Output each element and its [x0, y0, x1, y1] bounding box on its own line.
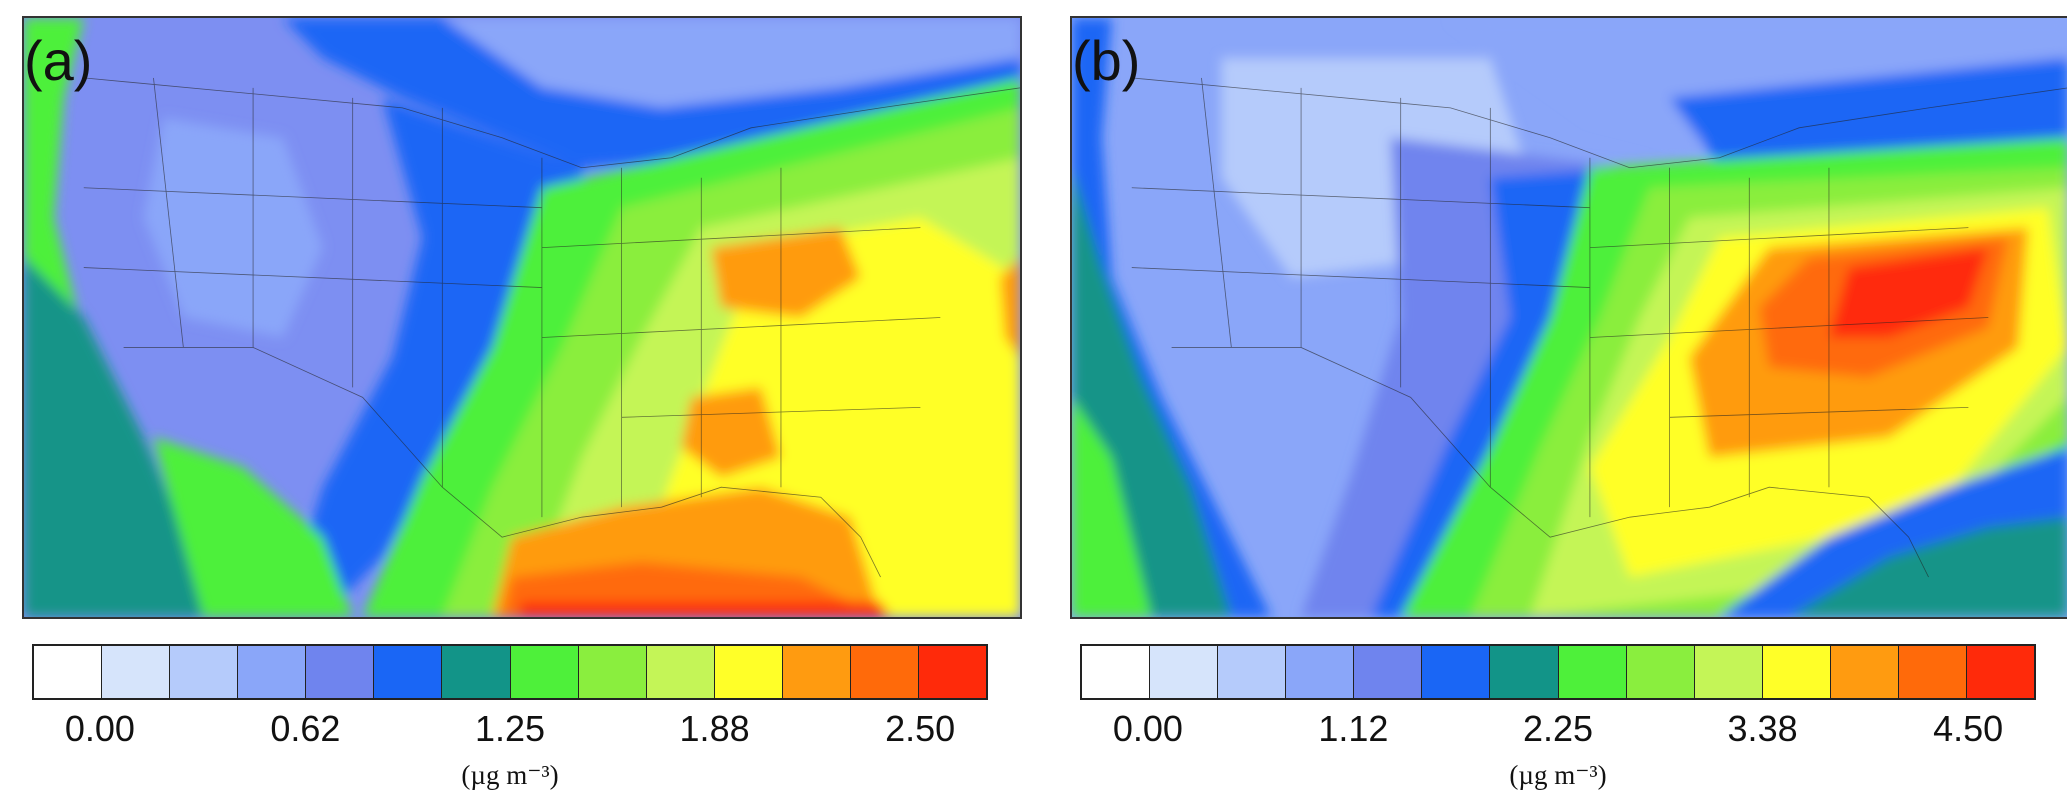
panel-a: (a) 0.00 0.62 1.25 1.88 2.50 (µg m⁻³)	[22, 0, 1022, 810]
colorbar-units: (µg m⁻³)	[1509, 760, 1607, 790]
colorbar-tick-label: 3.38	[1727, 708, 1798, 749]
colorbar-swatch	[646, 646, 715, 698]
colorbar-swatch	[578, 646, 647, 698]
concentration-map-a	[22, 16, 1022, 619]
colorbar-swatch	[1422, 646, 1491, 698]
colorbar-swatch	[34, 646, 103, 698]
colorbar	[32, 644, 988, 700]
colorbar-swatch	[510, 646, 579, 698]
colorbar-swatch	[1082, 646, 1151, 698]
colorbar-swatch	[1218, 646, 1287, 698]
colorbar-ticks: 0.00 0.62 1.25 1.88 2.50	[32, 708, 988, 756]
colorbar-swatch	[442, 646, 511, 698]
colorbar-swatch	[782, 646, 851, 698]
colorbar-units: (µg m⁻³)	[461, 760, 559, 790]
colorbar-tick-label: 2.25	[1522, 708, 1594, 749]
colorbar-swatch	[1150, 646, 1219, 698]
colorbar-tick-label: 1.25	[474, 708, 546, 749]
concentration-map-b	[1070, 16, 2067, 619]
colorbar-swatch	[306, 646, 375, 698]
colorbar-swatch	[1286, 646, 1355, 698]
colorbar-swatch	[1694, 646, 1763, 698]
panel-label: (b)	[1072, 29, 1141, 92]
colorbar-swatch	[102, 646, 171, 698]
colorbar-tick-label: 2.50	[885, 708, 956, 749]
colorbar-swatch	[1898, 646, 1968, 698]
colorbar-swatch	[1967, 646, 2035, 698]
colorbar-swatch	[170, 646, 239, 698]
colorbar-swatch	[374, 646, 443, 698]
colorbar-swatch	[1830, 646, 1899, 698]
colorbar-swatch	[1354, 646, 1423, 698]
panel-label: (a)	[24, 29, 93, 92]
colorbar-tick-label: 0.00	[64, 708, 135, 749]
map-a-graphic	[24, 18, 1020, 617]
colorbar	[1080, 644, 2036, 700]
colorbar-tick-label: 1.88	[679, 708, 750, 749]
map-b-graphic	[1072, 18, 2067, 617]
colorbar-swatch	[1490, 646, 1559, 698]
colorbar-tick-label: 0.00	[1112, 708, 1183, 749]
panel-b: (b) 0.00 1.12 2.25 3.38 4.50 (µg m⁻³)	[1070, 0, 2067, 810]
colorbar-swatch	[1626, 646, 1695, 698]
colorbar-tick-label: 0.62	[270, 708, 341, 749]
colorbar-ticks: 0.00 1.12 2.25 3.38 4.50	[1080, 708, 2036, 756]
colorbar-swatch	[714, 646, 783, 698]
colorbar-swatch	[1762, 646, 1831, 698]
colorbar-swatch	[850, 646, 920, 698]
colorbar-swatch	[1558, 646, 1627, 698]
colorbar-swatch	[919, 646, 987, 698]
colorbar-tick-label: 1.12	[1318, 708, 1389, 749]
colorbar-swatch	[238, 646, 307, 698]
colorbar-tick-label: 4.50	[1933, 708, 2004, 749]
